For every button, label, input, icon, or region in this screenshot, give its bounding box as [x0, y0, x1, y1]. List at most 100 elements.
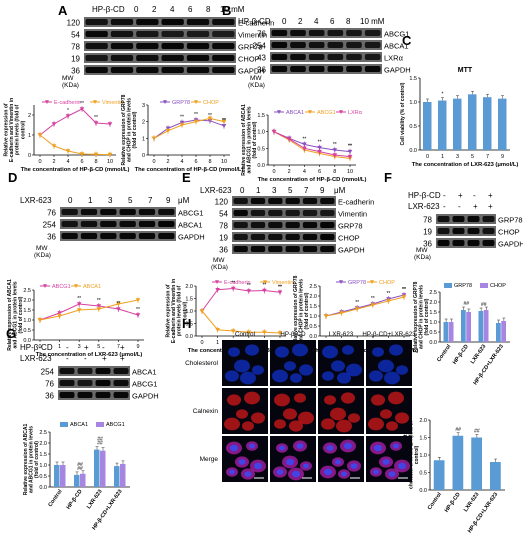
mw-value: 78	[219, 222, 228, 231]
y-tick-label: 1.5	[185, 297, 193, 303]
cell	[324, 395, 336, 405]
protein-label: GAPDH	[132, 392, 159, 401]
sig-marker: ##	[77, 466, 83, 472]
cell	[225, 370, 239, 382]
blot-band	[136, 31, 159, 37]
chart-B1: Relative expression of ABCA1and ABCG1 in…	[241, 104, 356, 176]
y-tick-label: 0.5	[39, 474, 47, 480]
mw-value: 36	[423, 240, 432, 249]
y-axis-label-line: and ABCG1 in protein levels	[247, 106, 253, 173]
blot-band	[285, 222, 300, 228]
series-line	[273, 131, 351, 159]
cell	[371, 394, 385, 406]
column-label: Control	[235, 331, 255, 338]
y-tick-label: 1.5	[23, 308, 31, 314]
legend-label: ABCG1	[106, 422, 125, 428]
dose-label: 7	[148, 196, 153, 205]
protein-label: ABCA1	[132, 368, 157, 377]
legend-swatch	[96, 422, 104, 427]
blot-band	[346, 30, 362, 36]
blot-band	[212, 19, 235, 25]
sign: -	[443, 202, 446, 211]
data-point	[107, 122, 113, 127]
blot-band	[364, 66, 381, 72]
sig-marker: **	[180, 115, 184, 121]
dose-label: 3	[272, 186, 277, 195]
data-point	[215, 287, 220, 292]
treatment-label: LXR-623	[200, 186, 232, 195]
protein-label: GRP78	[338, 222, 363, 231]
blot-band	[250, 198, 266, 204]
mw-value: 254	[43, 221, 57, 230]
y-axis-label: Relative expression of GRP78and CHOP in …	[413, 281, 430, 352]
bar	[74, 474, 80, 487]
sig-marker: **	[386, 291, 390, 297]
blot-strip	[60, 207, 176, 217]
dose-label: 9	[320, 186, 325, 195]
y-tick-label: 2.5	[429, 290, 437, 296]
sign: +	[473, 202, 478, 211]
blot-band	[271, 30, 288, 36]
blot-band	[302, 198, 318, 204]
sign: -	[443, 191, 446, 200]
y-tick-label: 0.0	[257, 163, 265, 169]
mw-label: MW	[416, 247, 428, 254]
blot-band	[233, 222, 248, 228]
blot-band	[59, 380, 75, 386]
blot-band	[161, 19, 184, 25]
blot-strip	[232, 244, 336, 254]
nucleus	[373, 469, 379, 475]
data-point	[76, 308, 82, 313]
bar	[478, 311, 484, 342]
blot-band	[302, 246, 318, 252]
x-tick-label: 5	[471, 154, 474, 160]
blot-band	[482, 216, 495, 222]
cell	[299, 364, 313, 376]
kda-label: (KDa)	[34, 252, 51, 259]
blot-band	[77, 380, 93, 386]
blot-band	[364, 42, 381, 48]
sig-marker: ##	[474, 429, 480, 435]
legend-marker	[74, 284, 78, 288]
blot-band	[346, 42, 362, 48]
unit-label: μM	[334, 186, 346, 195]
data-point	[37, 318, 43, 323]
y-tick-label: 2.0	[309, 294, 317, 300]
bar	[490, 462, 501, 490]
blot-band	[158, 233, 175, 239]
legend-label: GRP78	[454, 283, 472, 289]
blot-band	[467, 240, 480, 246]
blot-band	[467, 216, 480, 222]
chart-title: MTT	[458, 67, 473, 74]
cell	[252, 365, 264, 375]
y-tick-label: 2.0	[23, 298, 31, 304]
blot-band	[482, 240, 495, 246]
blot-band	[95, 392, 111, 398]
cell	[290, 373, 302, 383]
blot-B	[270, 28, 382, 74]
chart-D1: Relative expression of ABCA1and ABCG1 in…	[7, 279, 144, 351]
x-tick-label: 3	[456, 154, 459, 160]
blot-strip	[232, 232, 336, 242]
blot-band	[61, 221, 78, 227]
data-point	[262, 288, 267, 293]
mw-value: 78	[71, 43, 80, 52]
dose-label: 0	[282, 17, 287, 26]
y-axis-label-line: Relative expression of GRP78	[293, 275, 299, 346]
y-tick-label: 0.5	[429, 330, 437, 336]
legend-label: CHOP	[379, 280, 395, 286]
cell	[228, 347, 240, 357]
row-label: Cholesterol	[185, 360, 218, 367]
blot-band	[80, 221, 98, 227]
dose-label: 6	[330, 17, 335, 26]
blot-band	[320, 210, 335, 216]
chart-F1: Control HP-β-CD LXR-623HP-β-CD+LXR-623Rela…	[413, 281, 510, 386]
blot-band	[364, 30, 381, 36]
bar	[114, 466, 120, 487]
data-point	[246, 330, 252, 335]
bar	[423, 102, 432, 150]
x-axis-label: The concentration of HP-β-CD (mmol/L)	[258, 177, 367, 183]
dose-label: 0	[240, 186, 245, 195]
blot-band	[271, 66, 288, 72]
mw-label: MW	[62, 75, 74, 82]
